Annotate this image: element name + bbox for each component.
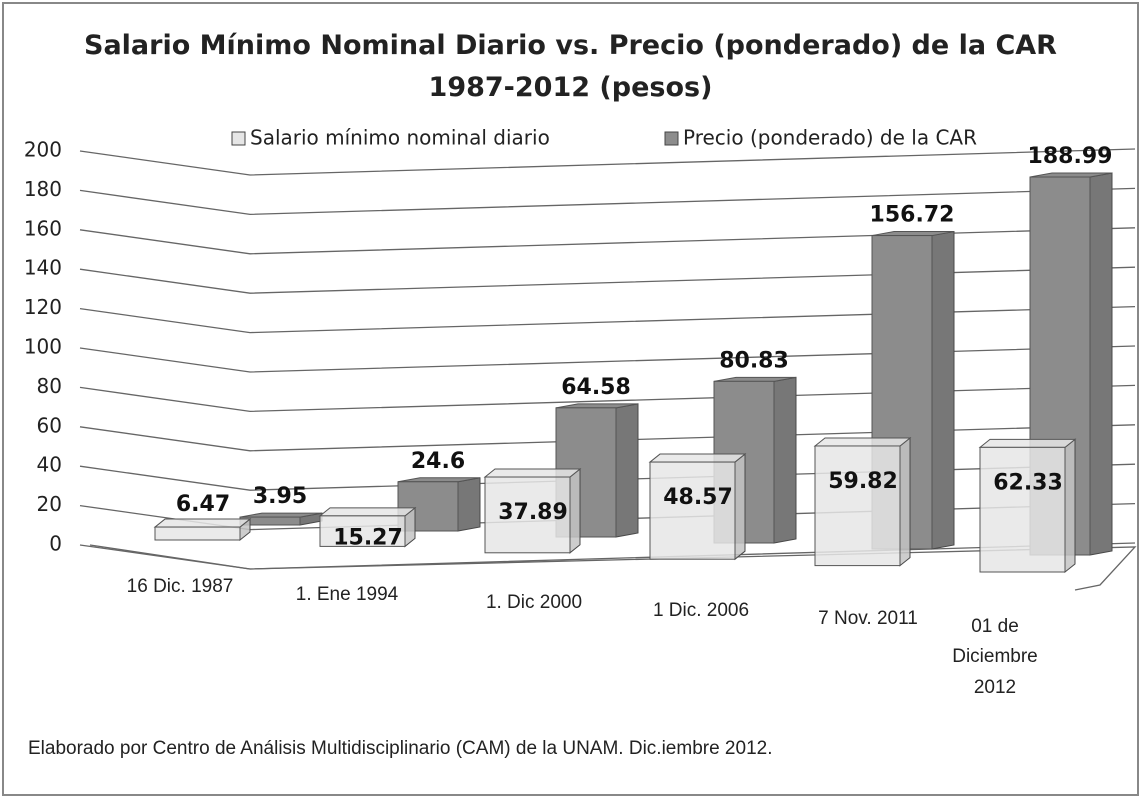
x-tick-label: 1. Dic 2000 <box>485 592 583 613</box>
bar-face <box>813 437 912 447</box>
grid-line <box>79 266 1136 294</box>
grid-line <box>79 345 1136 373</box>
y-tick-label: 80 <box>37 374 62 398</box>
grid-line <box>79 424 1136 452</box>
data-label: 48.57 <box>663 485 733 510</box>
y-tick-label: 160 <box>24 216 62 240</box>
y-tick-label: 100 <box>24 335 62 359</box>
bar-face <box>979 446 1066 573</box>
bar-face <box>484 476 571 554</box>
data-label: 6.47 <box>176 492 230 517</box>
bar <box>813 436 912 567</box>
x-tick-label: 7 Nov. 2011 <box>818 608 918 629</box>
bar-face <box>649 461 736 560</box>
bar-face <box>319 515 406 547</box>
legend-label: Salario mínimo nominal diario <box>250 126 550 150</box>
bar-face <box>1064 438 1076 574</box>
y-tick-label: 120 <box>24 295 62 319</box>
bar-face <box>318 507 417 517</box>
y-tick-label: 60 <box>37 413 62 437</box>
bar-face <box>734 453 746 561</box>
data-label: 24.6 <box>411 449 465 474</box>
bar <box>318 506 417 548</box>
bar-face <box>648 453 747 463</box>
legend-swatch <box>664 131 679 146</box>
chart-title: Salario Mínimo Nominal Diario vs. Precio… <box>84 30 1057 61</box>
grid-line <box>79 227 1136 255</box>
bar-face <box>773 376 797 544</box>
bar-face <box>899 436 911 567</box>
grid-line <box>79 305 1136 334</box>
data-label: 156.72 <box>870 203 955 228</box>
y-tick-label: 140 <box>24 256 62 280</box>
y-tick-label: 180 <box>24 177 62 201</box>
bar-face <box>153 518 252 528</box>
bar-face <box>978 438 1077 448</box>
data-label: 62.33 <box>993 470 1063 495</box>
grid-line <box>79 384 1136 413</box>
grid-line <box>79 187 1136 216</box>
data-label: 80.83 <box>719 348 789 373</box>
bar-face <box>615 403 639 538</box>
data-label: 3.95 <box>253 484 307 509</box>
data-label: 188.99 <box>1028 144 1113 169</box>
bar <box>153 518 252 542</box>
bar-face <box>931 230 955 550</box>
bar <box>1029 172 1113 556</box>
y-tick-label: 40 <box>37 453 62 477</box>
x-tick-label: 1 Dic. 2006 <box>652 600 750 621</box>
data-label: 64.58 <box>561 375 631 400</box>
bar-face <box>814 445 901 567</box>
bar-face <box>569 467 581 554</box>
legend-swatch <box>231 131 246 146</box>
x-tick-label: 01 de Diciembre 2012 <box>952 616 1038 698</box>
x-tick-label: 16 Dic. 1987 <box>126 576 234 597</box>
bar-face <box>483 468 582 478</box>
grid-line <box>79 542 1136 570</box>
chart-subtitle: 1987-2012 (pesos) <box>428 72 713 103</box>
floor <box>89 544 1137 591</box>
data-label: 59.82 <box>828 469 898 494</box>
y-tick-label: 20 <box>37 492 62 516</box>
bar <box>239 512 323 526</box>
bar <box>648 453 747 561</box>
bar-face <box>457 477 481 532</box>
bar-face <box>154 526 241 541</box>
bar <box>483 467 582 554</box>
data-label: 37.89 <box>498 500 568 525</box>
y-tick-label: 200 <box>24 138 62 162</box>
note: Elaborado por Centro de Análisis Multidi… <box>28 738 773 759</box>
bar-face <box>1089 172 1113 556</box>
data-label: 15.27 <box>333 525 403 550</box>
grid-line <box>79 148 1136 176</box>
bar <box>978 438 1077 574</box>
x-tick-label: 1. Ene 1994 <box>295 584 399 605</box>
legend-label: Precio (ponderado) de la CAR <box>683 126 977 150</box>
y-tick-label: 0 <box>49 532 62 556</box>
